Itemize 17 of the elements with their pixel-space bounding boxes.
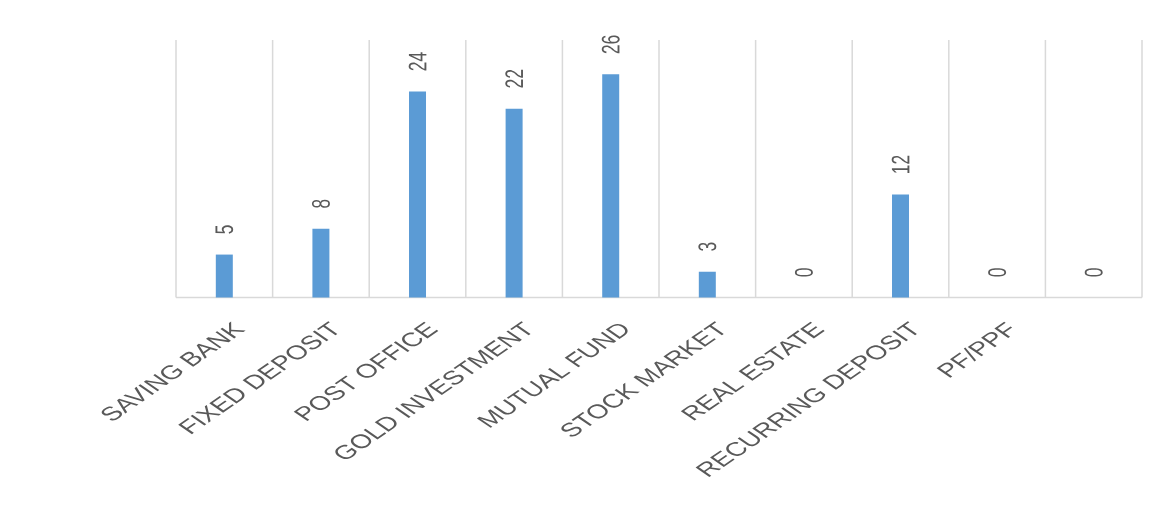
data-label: 0 — [794, 268, 813, 277]
data-label: 22 — [505, 69, 523, 88]
bar — [312, 228, 330, 298]
bar — [409, 91, 427, 298]
data-label: 12 — [891, 155, 910, 173]
data-label: 3 — [698, 242, 717, 251]
data-label: 24 — [408, 52, 427, 71]
bar — [698, 271, 716, 298]
data-label: 8 — [311, 199, 330, 208]
bar — [892, 194, 910, 298]
bar — [602, 74, 620, 298]
bar — [215, 254, 233, 298]
data-label: 0 — [988, 268, 1007, 277]
bar — [505, 108, 523, 298]
data-label: 5 — [215, 225, 234, 234]
data-label: 26 — [601, 35, 620, 54]
data-label: 0 — [1084, 268, 1103, 277]
